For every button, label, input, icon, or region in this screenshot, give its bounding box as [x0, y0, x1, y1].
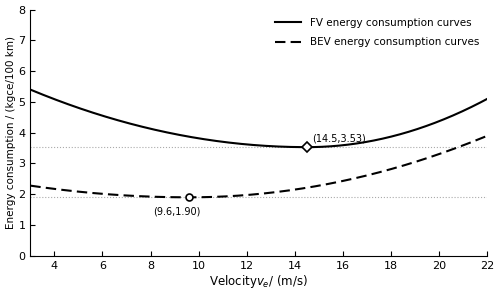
FV energy consumption curves [384, 136, 390, 139]
Legend: FV energy consumption curves, BEV energy consumption curves: FV energy consumption curves, BEV energy… [272, 15, 482, 50]
FV energy consumption curves [28, 88, 34, 91]
FV energy consumption curves [228, 141, 234, 145]
BEV energy consumption curves [186, 196, 192, 199]
FV energy consumption curves [484, 97, 490, 101]
BEV energy consumption curves [229, 194, 235, 198]
Text: (9.6,1.90): (9.6,1.90) [153, 206, 200, 216]
Line: BEV energy consumption curves: BEV energy consumption curves [30, 136, 487, 197]
FV energy consumption curves [74, 106, 80, 109]
BEV energy consumption curves [384, 168, 390, 172]
BEV energy consumption curves [28, 184, 34, 187]
FV energy consumption curves [212, 139, 218, 143]
BEV energy consumption curves [74, 190, 80, 193]
BEV energy consumption curves [484, 134, 490, 138]
BEV energy consumption curves [212, 195, 218, 199]
Text: (14.5,3.53): (14.5,3.53) [312, 133, 366, 144]
X-axis label: Velocity$v_e$/ (m/s): Velocity$v_e$/ (m/s) [210, 274, 308, 290]
BEV energy consumption curves [342, 179, 347, 182]
Line: FV energy consumption curves: FV energy consumption curves [30, 90, 487, 147]
FV energy consumption curves [392, 134, 398, 137]
FV energy consumption curves [342, 143, 347, 147]
BEV energy consumption curves [392, 166, 398, 170]
Y-axis label: Energy consumption / (kgce/100 km): Energy consumption / (kgce/100 km) [6, 36, 16, 229]
FV energy consumption curves [304, 145, 310, 149]
